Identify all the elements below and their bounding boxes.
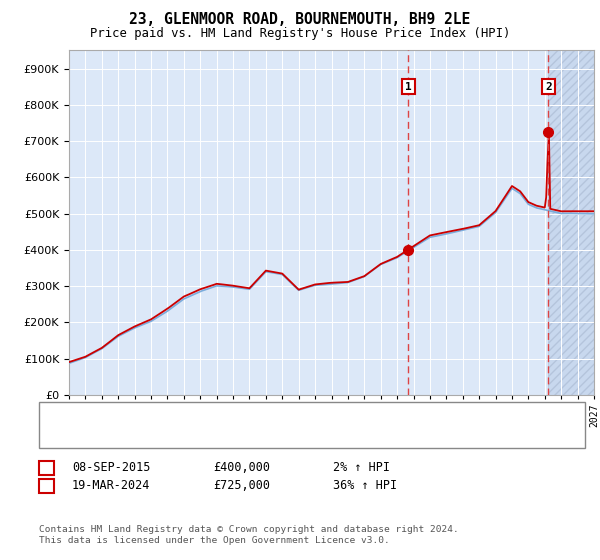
Text: 2% ↑ HPI: 2% ↑ HPI: [333, 461, 390, 474]
Text: 1: 1: [43, 463, 50, 473]
Text: 08-SEP-2015: 08-SEP-2015: [72, 461, 151, 474]
Text: 36% ↑ HPI: 36% ↑ HPI: [333, 479, 397, 492]
Bar: [548, 50, 600, 395]
Bar: [548, 50, 600, 395]
Text: HPI: Average price, detached house, Bournemouth Christchurch and Poole: HPI: Average price, detached house, Bour…: [84, 430, 521, 440]
Text: £400,000: £400,000: [213, 461, 270, 474]
Text: 23, GLENMOOR ROAD, BOURNEMOUTH, BH9 2LE: 23, GLENMOOR ROAD, BOURNEMOUTH, BH9 2LE: [130, 12, 470, 27]
Text: £725,000: £725,000: [213, 479, 270, 492]
Text: 1: 1: [405, 82, 412, 92]
Text: 19-MAR-2024: 19-MAR-2024: [72, 479, 151, 492]
Text: Contains HM Land Registry data © Crown copyright and database right 2024.
This d: Contains HM Land Registry data © Crown c…: [39, 525, 459, 545]
Text: Price paid vs. HM Land Registry's House Price Index (HPI): Price paid vs. HM Land Registry's House …: [90, 27, 510, 40]
Text: 2: 2: [545, 82, 552, 92]
Text: 2: 2: [43, 480, 50, 491]
Text: 23, GLENMOOR ROAD, BOURNEMOUTH, BH9 2LE (detached house): 23, GLENMOOR ROAD, BOURNEMOUTH, BH9 2LE …: [84, 410, 434, 420]
